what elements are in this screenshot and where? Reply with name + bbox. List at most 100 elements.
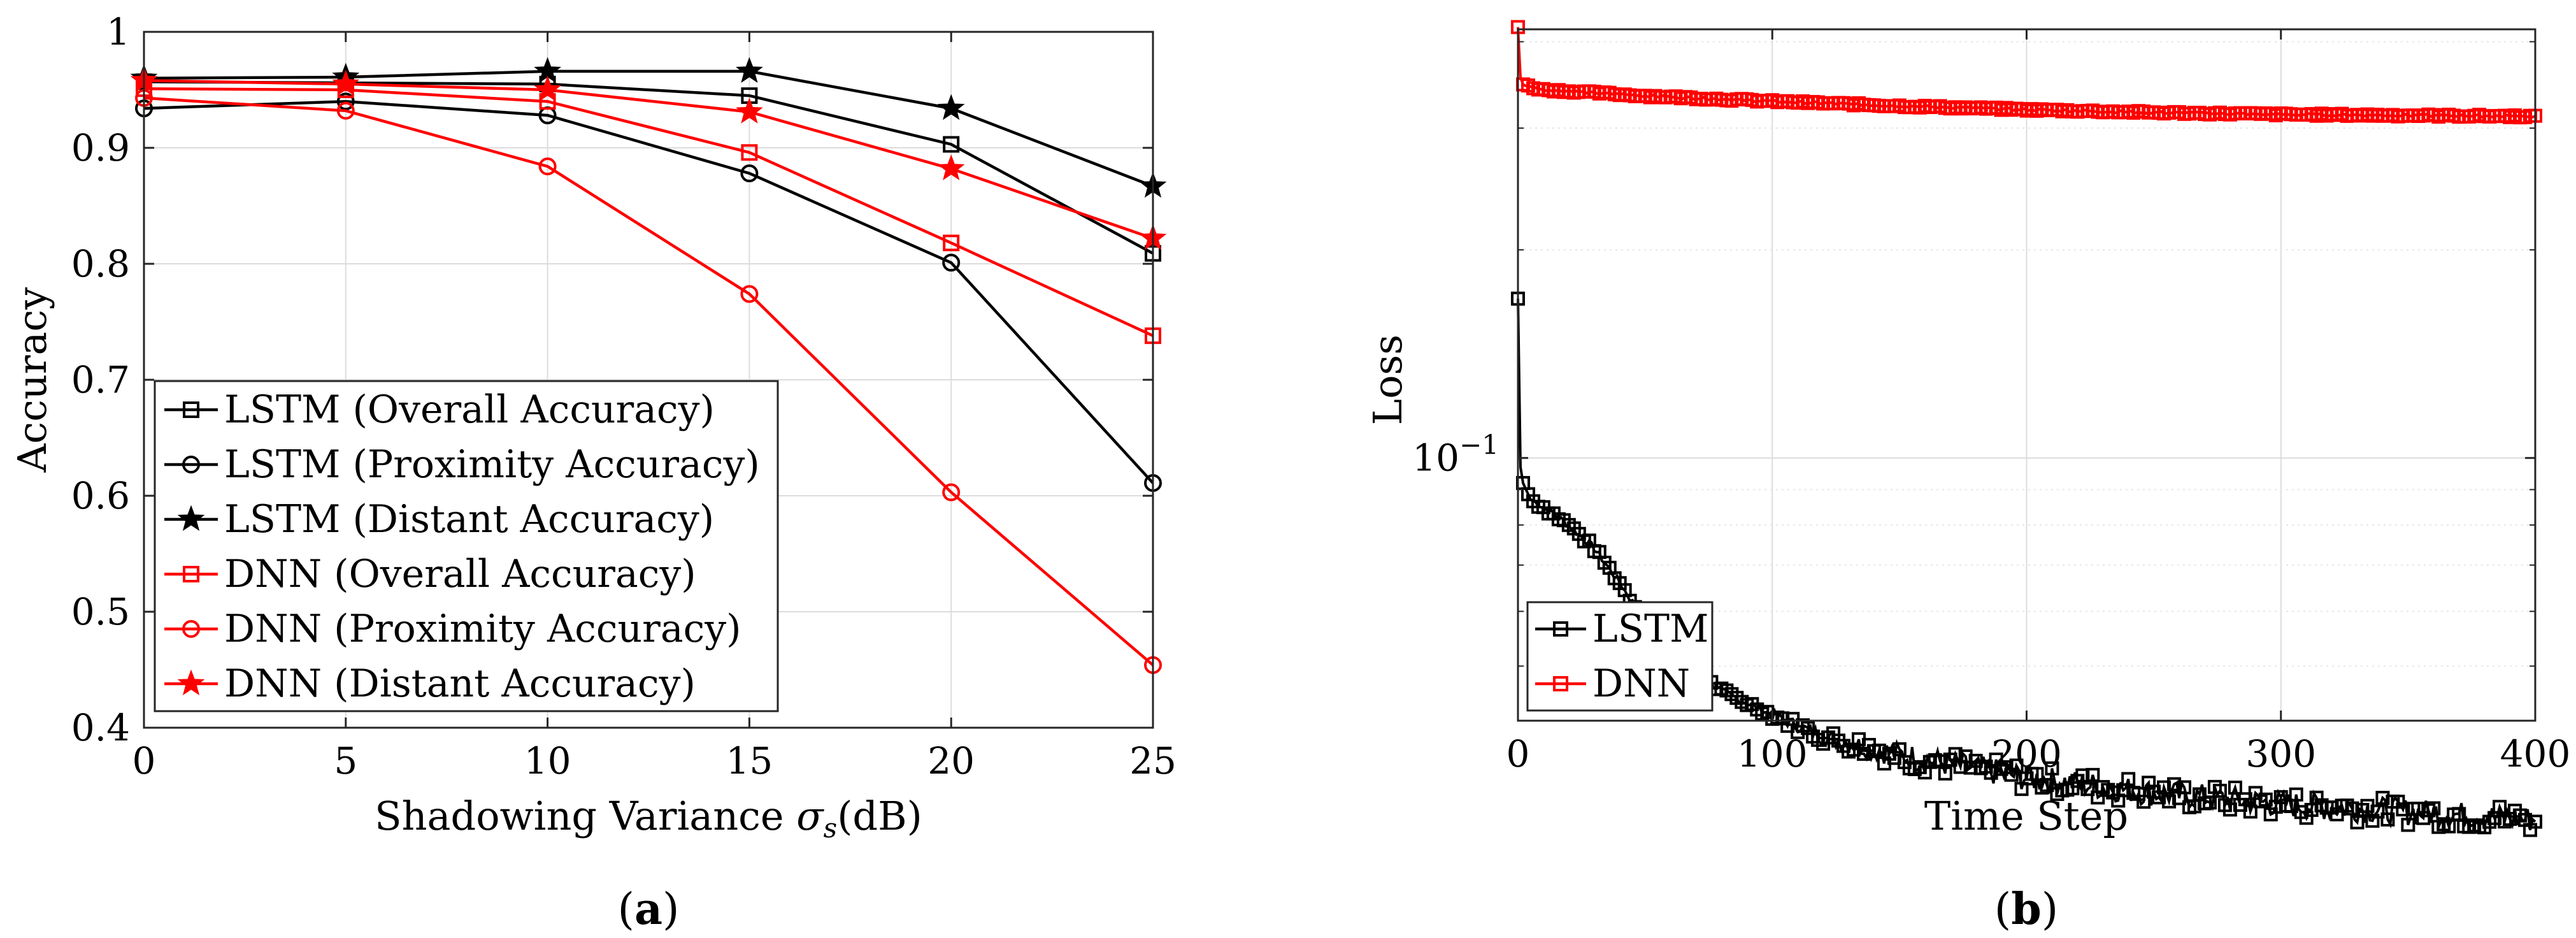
panel-b-data-point bbox=[2009, 758, 2024, 773]
panel-a-x-tick-label: 25 bbox=[1129, 739, 1177, 783]
panel-a-y-tick-label: 0.6 bbox=[71, 474, 130, 517]
panel-a-legend-marker bbox=[183, 401, 199, 418]
panel-a-legend-marker bbox=[183, 566, 199, 582]
panel-a-series-line bbox=[143, 96, 1154, 667]
panel-a-x-tick-label: 15 bbox=[726, 739, 773, 783]
panel-b-data-point bbox=[2345, 801, 2359, 816]
panel-a-data-point bbox=[740, 164, 759, 183]
panel-a-data-point bbox=[336, 101, 355, 120]
panel-a-chart: 0 5 10 15 20 25 0.4 0.5 0.6 0.7 0.8 0.9 1 Shadowing … bbox=[9, 10, 1177, 935]
panel-a-y-tick-label: 0.4 bbox=[71, 706, 130, 749]
panel-a-legend-marker bbox=[177, 505, 205, 531]
panel-b-data-point bbox=[2162, 794, 2177, 809]
panel-b-data-point bbox=[2370, 804, 2385, 819]
panel-b-data-point bbox=[2401, 818, 2415, 832]
panel-a-data-point bbox=[534, 75, 561, 102]
panel-b-data-point bbox=[2243, 804, 2258, 819]
panel-a-legend-entry: LSTM (Proximity Accuracy) bbox=[164, 442, 760, 487]
panel-b-legend-label: LSTM bbox=[1592, 607, 1708, 651]
panel-b-legend-box bbox=[1526, 601, 1714, 712]
panel-a-data-point bbox=[736, 57, 763, 83]
panel-a-legend-marker bbox=[177, 669, 205, 696]
panel-a-legend-label: LSTM (Distant Accuracy) bbox=[224, 497, 714, 542]
panel-b-x-tick-label: 300 bbox=[2245, 732, 2316, 776]
panel-b-data-point bbox=[2080, 782, 2095, 797]
panel-b-data-point bbox=[2493, 800, 2507, 814]
panel-a-data-point bbox=[942, 254, 961, 272]
panel-a-data-point bbox=[332, 69, 360, 96]
panel-b-data-point bbox=[2202, 795, 2217, 810]
panel-a-y-tick-label: 1 bbox=[106, 10, 130, 54]
panel-b-data-point bbox=[2289, 787, 2303, 802]
panel-b-y-tick-label: 10−1 bbox=[1412, 429, 1499, 480]
panel-b-data-point bbox=[2212, 783, 2227, 798]
panel-b-data-point bbox=[2075, 768, 2090, 783]
panel-a-ticks bbox=[143, 31, 1154, 729]
panel-b-data-point bbox=[2157, 780, 2172, 795]
panel-a-legend-entry: DNN (Distant Accuracy) bbox=[164, 661, 696, 706]
panel-a-x-tick-label: 20 bbox=[927, 739, 975, 783]
panel-b-data-point bbox=[2029, 767, 2044, 781]
panel-b-data-point bbox=[2380, 812, 2395, 827]
panel-a-legend-entry: LSTM (Distant Accuracy) bbox=[164, 497, 714, 542]
panel-b-tick-labels: 0 100 200 300 400 10−1 bbox=[1412, 429, 2570, 776]
panel-b-data-point bbox=[2136, 795, 2151, 809]
panel-b-data-point bbox=[1938, 766, 1952, 781]
panel-b-data-point bbox=[2167, 777, 2182, 791]
panel-a-series-line bbox=[143, 99, 1154, 484]
panel-a-legend-label: LSTM (Overall Accuracy) bbox=[224, 387, 715, 432]
panel-b-chart: 0 100 200 300 400 10−1 Time Step Loss LSTM DNN… bbox=[1364, 20, 2570, 935]
panel-a-legend-label: DNN (Proximity Accuracy) bbox=[224, 607, 741, 651]
panel-a-series-line bbox=[143, 87, 1154, 337]
panel-a-y-tick-label: 0.7 bbox=[71, 358, 130, 401]
panel-a-legend-label: DNN (Overall Accuracy) bbox=[224, 552, 696, 596]
panel-b-x-tick-label: 0 bbox=[1506, 732, 1530, 776]
panel-b-x-tick-label: 200 bbox=[1991, 732, 2062, 776]
panel-b-legend: LSTM DNN bbox=[1526, 601, 1714, 712]
panel-b-x-tick-label: 400 bbox=[2500, 732, 2571, 776]
panel-a-series-line bbox=[143, 79, 1154, 240]
panel-a-x-tick-label: 5 bbox=[334, 739, 357, 783]
panel-a-legend-box bbox=[154, 380, 779, 712]
panel-b-legend-marker bbox=[1553, 676, 1568, 691]
panel-a-data-point bbox=[741, 144, 758, 161]
panel-b-data-point bbox=[2375, 791, 2390, 805]
panel-b-data-point bbox=[1892, 742, 1907, 756]
panel-b-legend-marker bbox=[1553, 621, 1568, 637]
panel-b-data-point bbox=[2086, 768, 2100, 783]
panel-b-data-point bbox=[2045, 761, 2059, 776]
panel-b-series-2 bbox=[1511, 20, 2542, 125]
panel-a-data-point bbox=[538, 157, 557, 176]
panel-b-data-point bbox=[2528, 814, 2542, 829]
panel-a-data-point bbox=[937, 154, 965, 180]
panel-b-data-point bbox=[1948, 747, 1963, 761]
panel-b-data-point bbox=[2396, 802, 2410, 817]
panel-a-data-point bbox=[736, 97, 763, 124]
panel-b-caption: (b) bbox=[1994, 884, 2059, 935]
panel-a-legend-entry: DNN (Proximity Accuracy) bbox=[164, 607, 741, 651]
panel-b-x-tick-label: 100 bbox=[1737, 732, 1808, 776]
panel-b-legend-entry: DNN bbox=[1535, 661, 1690, 706]
panel-a-series-5 bbox=[135, 89, 1162, 674]
panel-a-legend-label: DNN (Distant Accuracy) bbox=[224, 661, 696, 706]
panel-b-data-point bbox=[2177, 780, 2192, 795]
panel-a-data-point bbox=[942, 483, 961, 501]
panel-a-x-axis-label: Shadowing Variance σs(dB) bbox=[375, 793, 922, 844]
panel-a-tick-labels: 0 5 10 15 20 25 0.4 0.5 0.6 0.7 0.8 0.9 1 bbox=[71, 10, 1177, 783]
panel-a-y-tick-label: 0.9 bbox=[71, 126, 130, 170]
panel-b-x-axis-label: Time Step bbox=[1924, 793, 2128, 839]
panel-b-y-axis-label: Loss bbox=[1364, 335, 1411, 425]
panel-b-data-point bbox=[2258, 792, 2273, 807]
panel-a-data-point bbox=[943, 136, 960, 153]
panel-b-data-point bbox=[2426, 801, 2441, 816]
panel-a-data-point bbox=[740, 285, 759, 303]
panel-a-legend-marker bbox=[182, 620, 200, 638]
panel-b-legend-label: DNN bbox=[1592, 661, 1690, 706]
panel-a-legend-entry: LSTM (Overall Accuracy) bbox=[164, 387, 715, 432]
panel-b-data-point bbox=[1984, 765, 1998, 780]
panel-a-caption: (a) bbox=[617, 884, 679, 935]
panel-b-data-point bbox=[2228, 781, 2242, 795]
panel-b-ticks bbox=[1517, 29, 2537, 721]
panel-a-x-tick-label: 0 bbox=[132, 739, 156, 783]
